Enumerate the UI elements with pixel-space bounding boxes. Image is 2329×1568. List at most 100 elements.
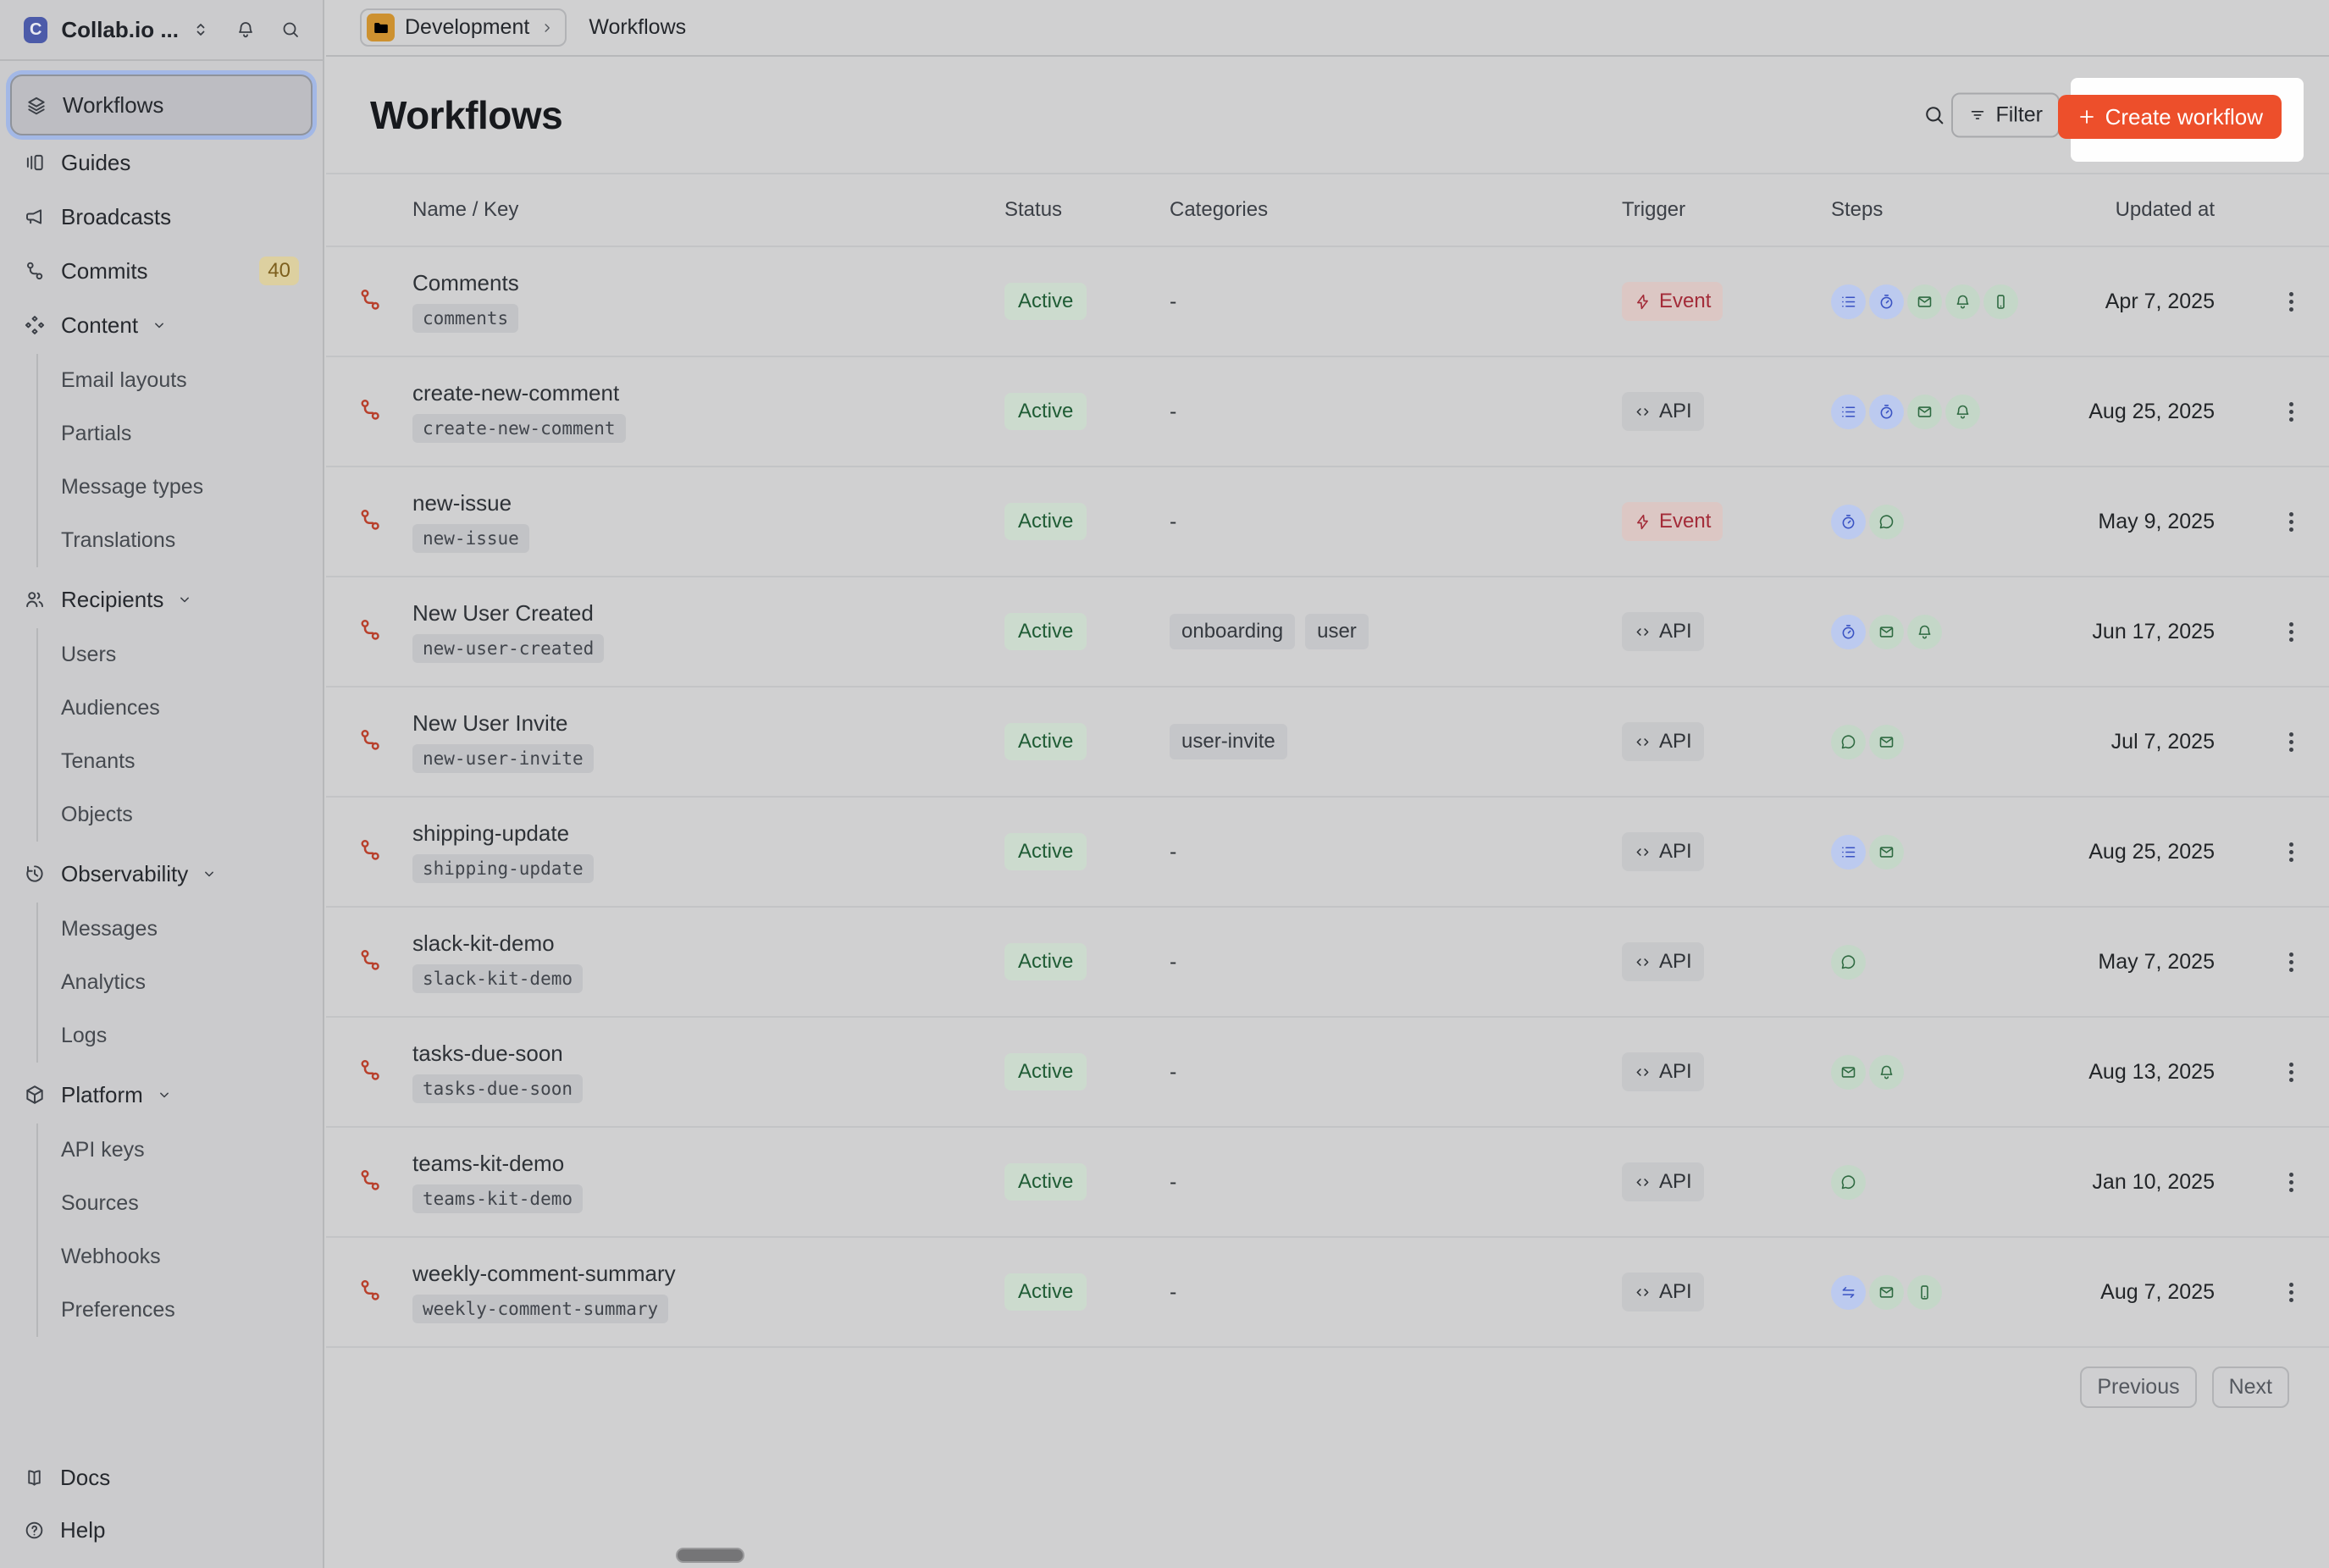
status-badge: Active <box>1004 1273 1087 1311</box>
table-row[interactable]: teams-kit-demo teams-kit-demo Active - API Ja… <box>326 1128 2329 1238</box>
row-menu-button[interactable] <box>2284 1057 2299 1087</box>
table-row[interactable]: New User Created new-user-created Active on… <box>326 577 2329 687</box>
workflow-icon <box>357 507 383 533</box>
empty-categories: - <box>1170 1279 1177 1304</box>
categories-cell: - <box>1170 950 1622 974</box>
create-workflow-button[interactable]: Create workflow <box>2057 95 2282 139</box>
workflow-key: shipping-update <box>412 854 594 883</box>
table-row[interactable]: Comments comments Active - Event Apr 7, 2025 <box>326 247 2329 357</box>
row-menu-button[interactable] <box>2284 1168 2299 1197</box>
sidebar-item-content[interactable]: Content <box>0 298 323 352</box>
sidebar-item-label: Platform <box>61 1081 143 1107</box>
breadcrumb-page: Workflows <box>589 15 687 39</box>
row-menu-button[interactable] <box>2284 507 2299 537</box>
trigger-badge: Event <box>1622 502 1723 541</box>
sidebar-item-recipients[interactable]: Recipients <box>0 572 323 627</box>
sidebar-item-label: Broadcasts <box>61 203 172 229</box>
history-icon <box>24 863 46 885</box>
steps-cell <box>1831 1164 2020 1200</box>
status-badge: Active <box>1004 613 1087 650</box>
plus-icon <box>2077 107 2097 127</box>
sidebar-item-platform[interactable]: Platform <box>0 1068 323 1122</box>
row-menu-button[interactable] <box>2284 947 2299 977</box>
trigger-badge: API <box>1622 392 1704 431</box>
table-row[interactable]: slack-kit-demo slack-kit-demo Active - API Ma… <box>326 908 2329 1018</box>
workflow-key: comments <box>412 304 519 333</box>
sidebar-item-guides[interactable]: Guides <box>0 135 323 190</box>
step-email <box>1869 834 1904 870</box>
code-icon <box>1634 1063 1651 1081</box>
sidebar-item-message-types[interactable]: Message types <box>61 475 204 499</box>
workspace-name: Collab.io ... <box>61 16 179 42</box>
workflow-name: weekly-comment-summary <box>412 1261 676 1286</box>
updated-at: Aug 13, 2025 <box>2088 1059 2215 1084</box>
sidebar-item-webhooks[interactable]: Webhooks <box>61 1245 161 1268</box>
row-menu-button[interactable] <box>2284 1278 2299 1307</box>
workflow-name: teams-kit-demo <box>412 1151 565 1176</box>
col-updated-at: Updated at <box>2115 198 2215 221</box>
table-header: Name / Key Status Categories Trigger Ste… <box>326 173 2329 247</box>
sidebar-item-help[interactable]: Help <box>0 1504 323 1556</box>
sidebar-item-logs[interactable]: Logs <box>61 1024 108 1047</box>
trigger-label: Event <box>1659 290 1712 312</box>
filter-button[interactable]: Filter <box>1951 92 2060 137</box>
sidebar-item-broadcasts[interactable]: Broadcasts <box>0 190 323 244</box>
workflow-name: create-new-comment <box>412 380 620 406</box>
environment-switcher[interactable]: Development <box>360 8 567 47</box>
row-menu-button[interactable] <box>2284 727 2299 757</box>
sidebar-item-messages[interactable]: Messages <box>61 917 158 941</box>
table-row[interactable]: new-issue new-issue Active - Event May 9, 202… <box>326 467 2329 577</box>
horizontal-scrollbar-thumb[interactable] <box>676 1548 744 1563</box>
step-chat <box>1831 1164 1866 1200</box>
sidebar: C Collab.io ... Workflows Guides Broadcast… <box>0 0 324 1568</box>
global-search-icon[interactable] <box>280 19 301 40</box>
steps-cell <box>1831 504 2020 539</box>
sidebar-item-workflows[interactable]: Workflows <box>10 75 313 135</box>
workspace-selector-icon[interactable] <box>191 19 211 40</box>
sidebar-item-audiences[interactable]: Audiences <box>61 696 160 720</box>
sidebar-item-partials[interactable]: Partials <box>61 422 132 445</box>
trigger-badge: API <box>1622 832 1704 871</box>
next-button[interactable]: Next <box>2211 1366 2289 1408</box>
sidebar-item-sources[interactable]: Sources <box>61 1191 139 1215</box>
sidebar-subnav-observability: Messages Analytics Logs <box>36 903 323 1063</box>
workflow-icon <box>357 727 383 753</box>
sidebar-item-tenants[interactable]: Tenants <box>61 749 136 773</box>
sidebar-item-observability[interactable]: Observability <box>0 847 323 901</box>
sidebar-item-objects[interactable]: Objects <box>61 803 133 826</box>
row-menu-button[interactable] <box>2284 617 2299 647</box>
workflow-name: shipping-update <box>412 820 570 846</box>
table-row[interactable]: create-new-comment create-new-comment Acti… <box>326 357 2329 467</box>
workflow-icon <box>357 397 383 422</box>
empty-categories: - <box>1170 839 1177 864</box>
chevron-right-icon <box>539 20 555 36</box>
table-row[interactable]: weekly-comment-summary weekly-comment-sum… <box>326 1238 2329 1348</box>
layers-icon <box>25 94 47 116</box>
workspace-switcher[interactable]: C Collab.io ... <box>0 0 323 61</box>
environment-folder-icon <box>367 14 395 41</box>
sidebar-item-email-layouts[interactable]: Email layouts <box>61 368 187 392</box>
previous-button[interactable]: Previous <box>2080 1366 2197 1408</box>
workflows-table: Comments comments Active - Event Apr 7, 2025 c… <box>326 247 2329 1348</box>
table-row[interactable]: New User Invite new-user-invite Active user… <box>326 687 2329 798</box>
sidebar-item-users[interactable]: Users <box>61 643 117 666</box>
sidebar-item-commits[interactable]: Commits 40 <box>0 244 323 298</box>
step-chat <box>1869 504 1904 539</box>
sidebar-item-api-keys[interactable]: API keys <box>61 1138 145 1162</box>
sidebar-item-analytics[interactable]: Analytics <box>61 970 147 994</box>
table-row[interactable]: tasks-due-soon tasks-due-soon Active - API Au… <box>326 1018 2329 1128</box>
step-email <box>1869 614 1904 649</box>
notifications-bell-icon[interactable] <box>235 19 256 40</box>
row-menu-button[interactable] <box>2284 397 2299 427</box>
updated-at: Jan 10, 2025 <box>2092 1169 2215 1194</box>
row-menu-button[interactable] <box>2284 837 2299 867</box>
table-row[interactable]: shipping-update shipping-update Active - API… <box>326 798 2329 908</box>
search-icon[interactable] <box>1922 103 1946 127</box>
code-icon <box>1634 403 1651 421</box>
sidebar-item-preferences[interactable]: Preferences <box>61 1298 175 1322</box>
sidebar-item-docs[interactable]: Docs <box>0 1451 323 1504</box>
sidebar-item-translations[interactable]: Translations <box>61 528 176 552</box>
trigger-label: API <box>1659 950 1692 973</box>
row-menu-button[interactable] <box>2284 287 2299 317</box>
categories-cell: - <box>1170 510 1622 534</box>
